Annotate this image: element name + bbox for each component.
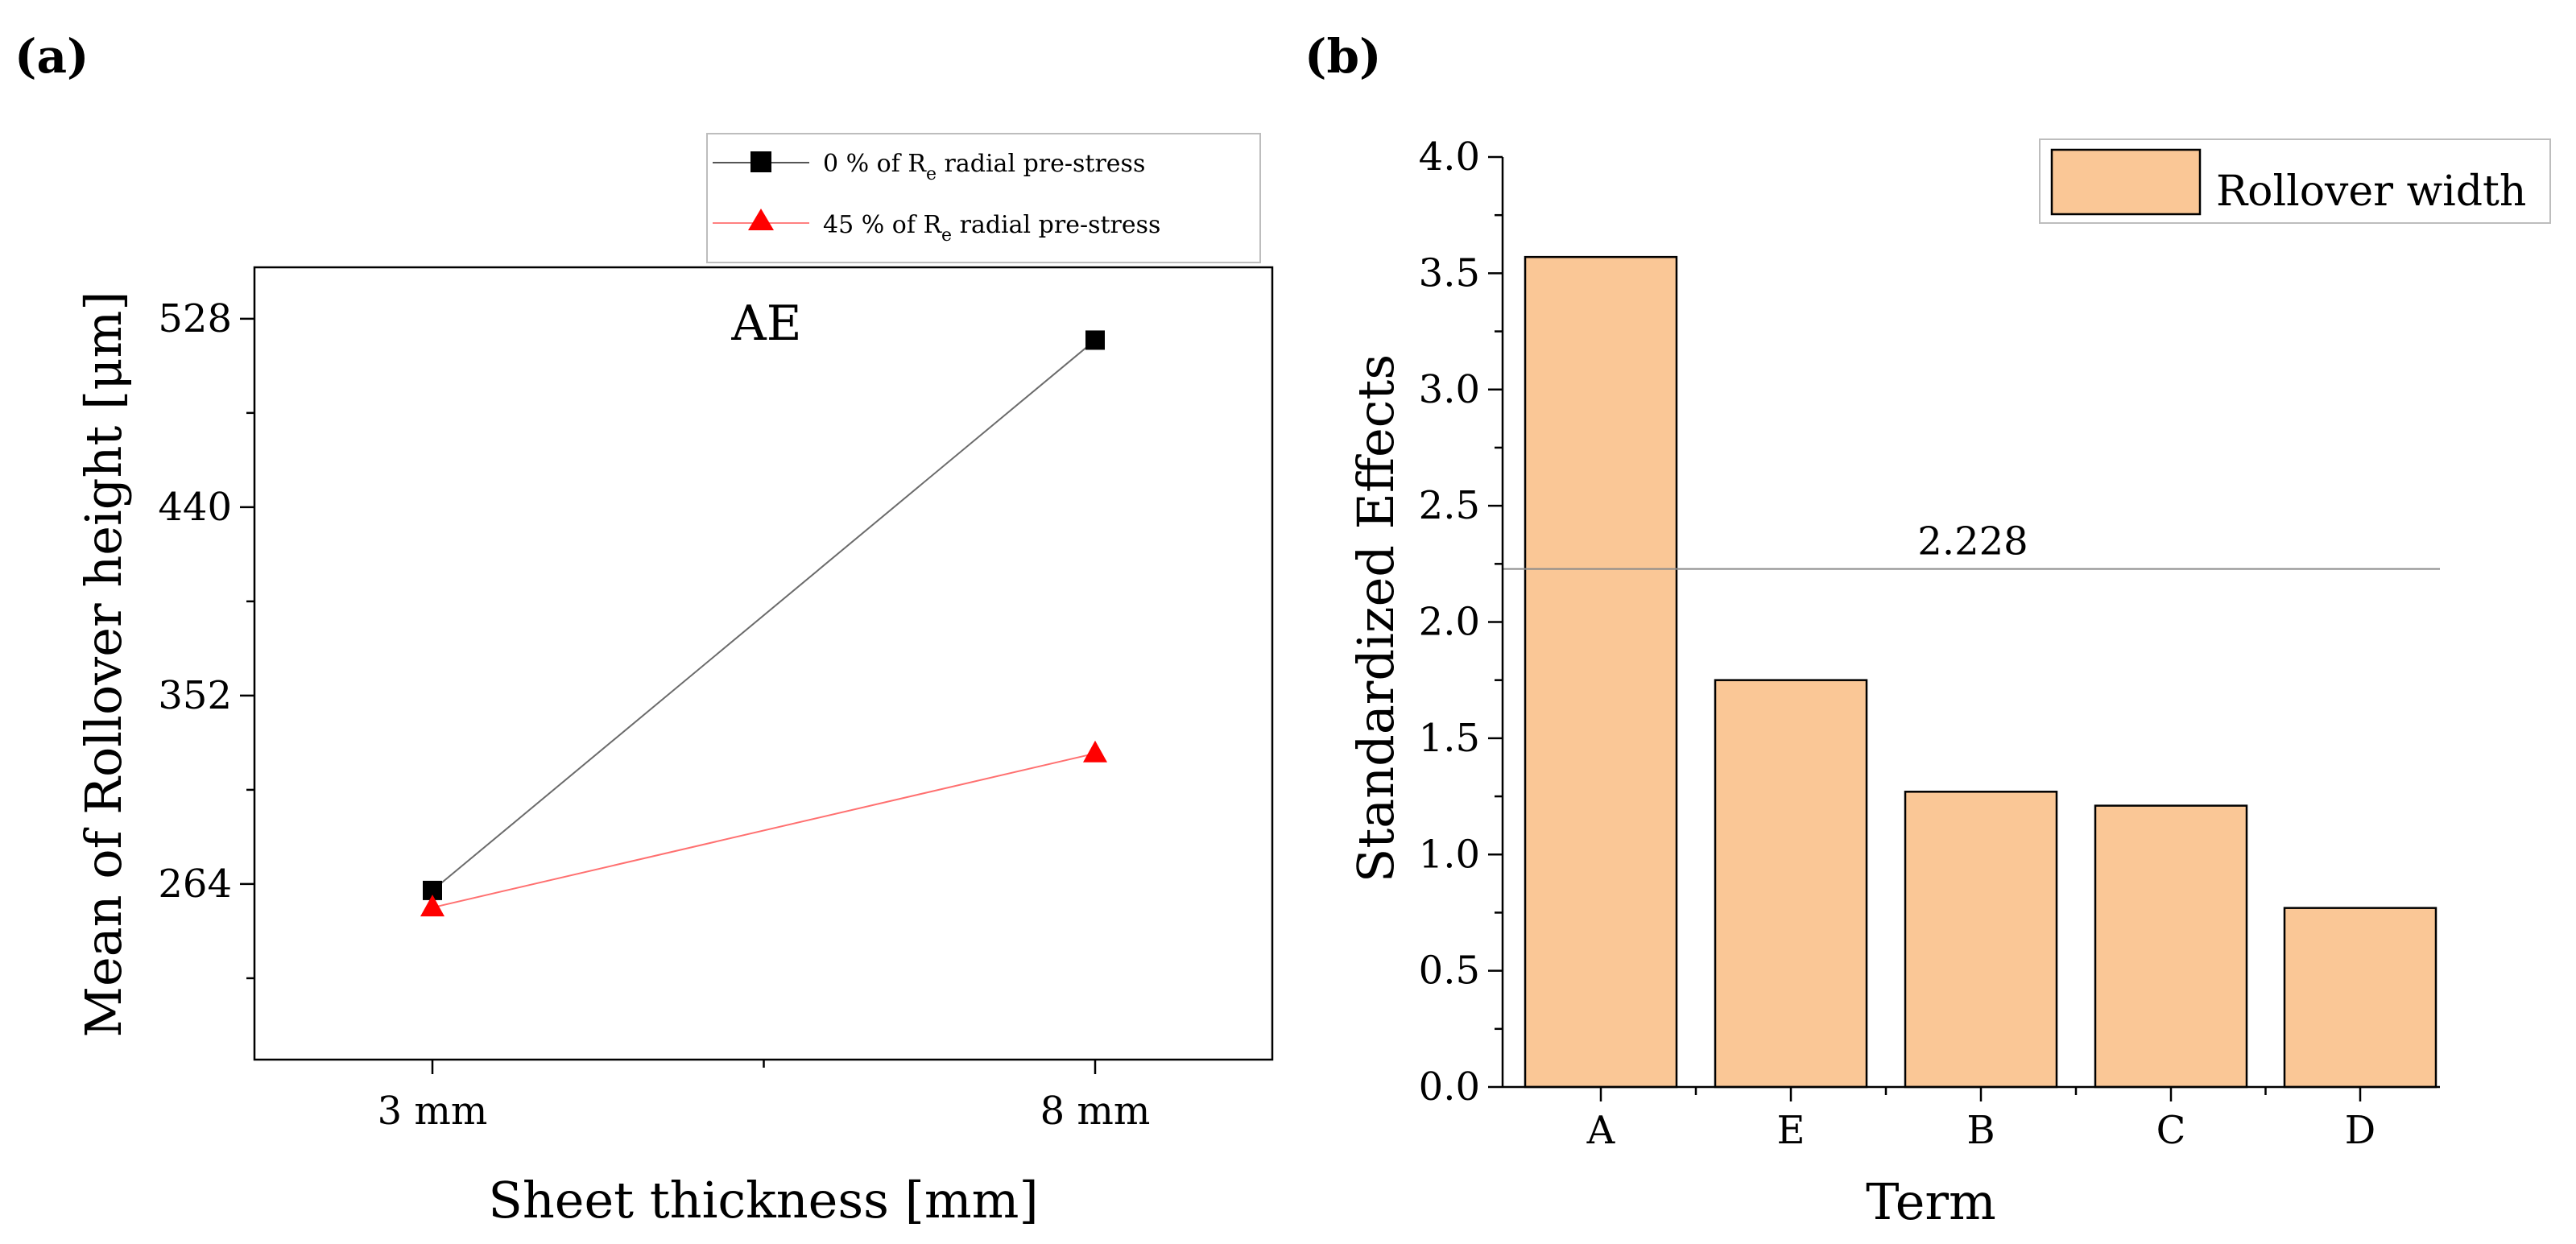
panel-a-y-axis: 264 352 440 528 bbox=[158, 296, 254, 980]
panel-b-bar-chart: (b) Rollover width 2.228 0.0 0.5 1.0 1.5 2.0… bbox=[1305, 29, 2551, 1231]
x-tick-label-B: B bbox=[1966, 1108, 1995, 1153]
panel-b-label: (b) bbox=[1305, 29, 1381, 84]
y-tick-label-b-3: 1.5 bbox=[1419, 716, 1480, 761]
legend-square-marker bbox=[750, 151, 771, 172]
panel-a-label: (a) bbox=[14, 29, 89, 84]
y-tick-label-b-0: 0.0 bbox=[1419, 1064, 1480, 1110]
x-tick-label-D: D bbox=[2345, 1108, 2375, 1153]
point-triangle-0 bbox=[420, 895, 444, 917]
x-tick-label-1: 8 mm bbox=[1040, 1089, 1151, 1134]
y-tick-label-b-6: 3.0 bbox=[1419, 367, 1480, 412]
x-tick-label-A: A bbox=[1586, 1108, 1616, 1153]
panel-a-line-chart: (a) 0 % of Re radial pre-stress 45 % of … bbox=[14, 29, 1274, 1230]
reference-line-label: 2.228 bbox=[1917, 519, 2028, 564]
y-tick-label-b-8: 4.0 bbox=[1419, 134, 1480, 180]
y-tick-label-264: 264 bbox=[158, 862, 232, 907]
panel-b-reference-line: 2.228 bbox=[1503, 519, 2440, 570]
panel-b-legend: Rollover width bbox=[2039, 138, 2551, 224]
y-tick-label-b-2: 1.0 bbox=[1419, 832, 1480, 877]
legend-triangle-marker bbox=[748, 209, 774, 230]
panel-a-legend: 0 % of Re radial pre-stress 45 % of Re r… bbox=[706, 133, 1261, 263]
panel-a-x-axis-title: Sheet thickness [mm] bbox=[488, 1171, 1038, 1230]
point-square-1 bbox=[1085, 330, 1105, 350]
legend-label-45-percent: 45 % of Re radial pre-stress bbox=[823, 211, 1160, 246]
bar-B bbox=[1904, 791, 2058, 1089]
panel-b-axes: 0.0 0.5 1.0 1.5 2.0 2.5 3.0 3.5 4.0 A E B C D bbox=[1419, 134, 2440, 1153]
panel-a-y-axis-title: Mean of Rollover height [μm] bbox=[74, 291, 133, 1038]
series-line-1 bbox=[432, 752, 1096, 909]
panel-b-bars bbox=[1524, 255, 2437, 1089]
panel-b-x-axis-title: Term bbox=[1866, 1172, 1996, 1231]
y-tick-label-b-4: 2.0 bbox=[1419, 600, 1480, 645]
panel-a-series bbox=[420, 330, 1107, 917]
x-tick-label-C: C bbox=[2156, 1108, 2186, 1153]
y-tick-label-528: 528 bbox=[158, 296, 232, 341]
y-tick-label-b-7: 3.5 bbox=[1419, 250, 1480, 296]
x-tick-label-E: E bbox=[1776, 1108, 1805, 1153]
bar-A bbox=[1524, 255, 1678, 1089]
panel-a-annotation-ae: AE bbox=[730, 296, 801, 352]
bar-E bbox=[1714, 679, 1868, 1089]
panel-b-y-axis-title: Standardized Effects bbox=[1346, 354, 1405, 882]
y-tick-label-b-1: 0.5 bbox=[1419, 948, 1480, 994]
y-tick-label-352: 352 bbox=[158, 673, 232, 718]
y-tick-label-440: 440 bbox=[158, 485, 232, 530]
bar-D bbox=[2283, 907, 2437, 1089]
legend-label-rollover-width: Rollover width bbox=[2216, 167, 2526, 216]
legend-box bbox=[706, 133, 1261, 263]
panel-a-plot-frame bbox=[253, 266, 1274, 1061]
bar-C bbox=[2094, 804, 2248, 1089]
x-tick-label-0: 3 mm bbox=[378, 1089, 488, 1134]
legend-label-0-percent: 0 % of Re radial pre-stress bbox=[823, 150, 1145, 184]
panel-a-x-axis: 3 mm 8 mm bbox=[378, 1060, 1151, 1134]
y-tick-label-b-5: 2.5 bbox=[1419, 483, 1480, 528]
legend-swatch-rollover-width bbox=[2050, 148, 2202, 216]
series-line-0 bbox=[432, 339, 1096, 891]
point-triangle-1 bbox=[1083, 740, 1107, 763]
